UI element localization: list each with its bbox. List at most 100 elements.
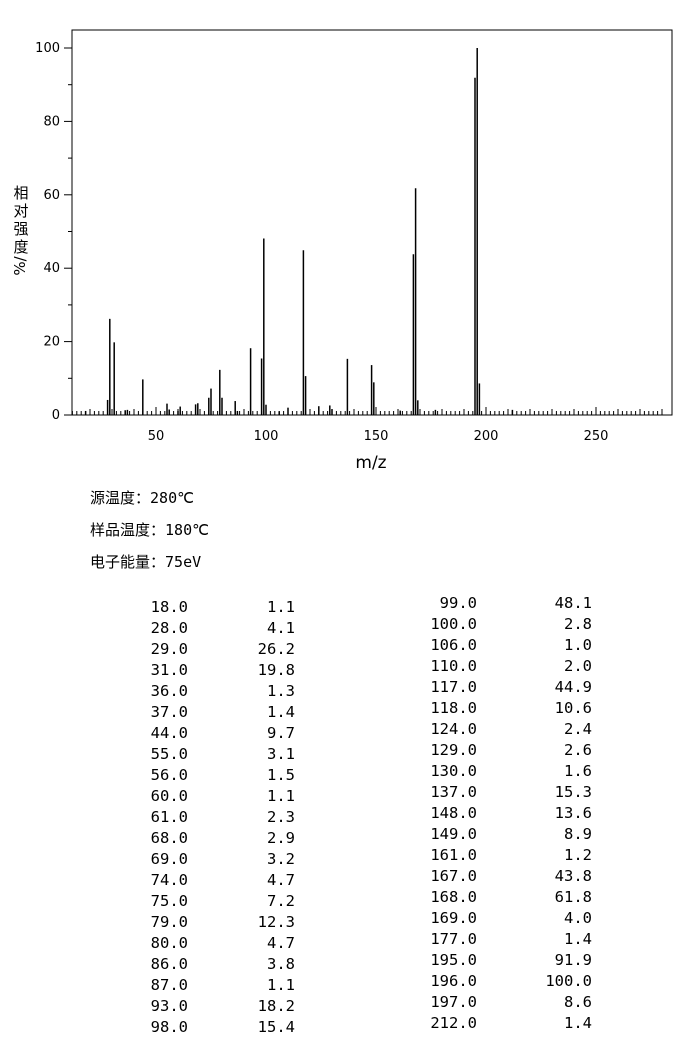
mz-value: 69.0 [150, 850, 188, 868]
mz-value: 117.0 [430, 678, 477, 696]
table-row: 98.0 15.4 [110, 1017, 295, 1038]
condition-line: 样品温度：180℃ [90, 519, 209, 540]
mz-value: 18.0 [150, 598, 188, 616]
table-row: 196.0 100.0 [400, 971, 592, 992]
abundance-value: 4.0 [564, 909, 592, 927]
table-row: 161.0 1.2 [400, 845, 592, 866]
table-row: 44.0 9.7 [110, 723, 295, 744]
table-row: 74.0 4.7 [110, 870, 295, 891]
condition-value: 75eV [165, 553, 202, 571]
x-tick-label: 250 [584, 429, 609, 444]
table-row: 195.0 91.9 [400, 950, 592, 971]
table-row: 31.0 19.8 [110, 660, 295, 681]
abundance-value: 2.9 [267, 829, 295, 847]
table-row: 60.0 1.1 [110, 786, 295, 807]
mz-value: 55.0 [150, 745, 188, 763]
abundance-value: 7.2 [267, 892, 295, 910]
condition-label: 电子能量： [90, 553, 166, 571]
mz-value: 168.0 [430, 888, 477, 906]
abundance-value: 3.1 [267, 745, 295, 763]
abundance-value: 8.9 [564, 825, 592, 843]
abundance-value: 1.3 [267, 682, 295, 700]
table-row: 117.0 44.9 [400, 677, 592, 698]
mz-value: 37.0 [150, 703, 188, 721]
mz-value: 149.0 [430, 825, 477, 843]
condition-value: 280℃ [150, 489, 194, 507]
table-row: 80.0 4.7 [110, 933, 295, 954]
mz-value: 60.0 [150, 787, 188, 805]
condition-label: 源温度： [90, 489, 151, 507]
abundance-value: 15.4 [257, 1018, 295, 1036]
mz-value: 148.0 [430, 804, 477, 822]
peak-table-left: 18.0 1.1 28.0 4.1 29.0 26.2 31.0 19.8 36.0 1.3 37.… [110, 597, 295, 1038]
abundance-value: 44.9 [554, 678, 592, 696]
abundance-value: 2.4 [564, 720, 592, 738]
table-row: 36.0 1.3 [110, 681, 295, 702]
abundance-value: 4.7 [267, 871, 295, 889]
abundance-value: 10.6 [554, 699, 592, 717]
abundance-value: 2.3 [267, 808, 295, 826]
table-row: 148.0 13.6 [400, 803, 592, 824]
table-row: 137.0 15.3 [400, 782, 592, 803]
y-axis: 0 20 40 60 80 100 [35, 41, 72, 423]
condition-line: 源温度：280℃ [90, 487, 194, 508]
y-tick-label: 80 [43, 114, 60, 129]
mz-value: 93.0 [150, 997, 188, 1015]
mz-value: 29.0 [150, 640, 188, 658]
mz-value: 87.0 [150, 976, 188, 994]
mz-value: 196.0 [430, 972, 477, 990]
x-axis: 50 100 150 200 250 [71, 407, 663, 444]
abundance-value: 19.8 [257, 661, 295, 679]
mz-value: 195.0 [430, 951, 477, 969]
mz-value: 61.0 [150, 808, 188, 826]
abundance-value: 1.6 [564, 762, 592, 780]
mz-value: 79.0 [150, 913, 188, 931]
mz-value: 124.0 [430, 720, 477, 738]
y-axis-title-char: 强 [13, 220, 28, 238]
abundance-value: 13.6 [554, 804, 592, 822]
y-tick-label: 20 [43, 335, 60, 350]
mz-value: 44.0 [150, 724, 188, 742]
table-row: 106.0 1.0 [400, 635, 592, 656]
abundance-value: 8.6 [564, 993, 592, 1011]
mz-value: 28.0 [150, 619, 188, 637]
table-row: 68.0 2.9 [110, 828, 295, 849]
table-row: 130.0 1.6 [400, 761, 592, 782]
abundance-value: 1.1 [267, 787, 295, 805]
abundance-value: 9.7 [267, 724, 295, 742]
abundance-value: 1.4 [564, 930, 592, 948]
table-row: 99.0 48.1 [400, 593, 592, 614]
mz-value: 80.0 [150, 934, 188, 952]
mz-value: 161.0 [430, 846, 477, 864]
mz-value: 68.0 [150, 829, 188, 847]
abundance-value: 48.1 [554, 594, 592, 612]
x-tick-label: 150 [364, 429, 389, 444]
table-row: 56.0 1.5 [110, 765, 295, 786]
mz-value: 106.0 [430, 636, 477, 654]
mz-value: 130.0 [430, 762, 477, 780]
table-row: 118.0 10.6 [400, 698, 592, 719]
table-row: 87.0 1.1 [110, 975, 295, 996]
abundance-value: 1.1 [267, 976, 295, 994]
abundance-value: 91.9 [554, 951, 592, 969]
x-tick-label: 200 [474, 429, 499, 444]
table-row: 37.0 1.4 [110, 702, 295, 723]
abundance-value: 100.0 [545, 972, 592, 990]
mz-value: 177.0 [430, 930, 477, 948]
condition-label: 样品温度： [90, 521, 166, 539]
abundance-value: 26.2 [257, 640, 295, 658]
x-tick-label: 50 [148, 429, 165, 444]
table-row: 169.0 4.0 [400, 908, 592, 929]
table-row: 93.0 18.2 [110, 996, 295, 1017]
abundance-value: 1.5 [267, 766, 295, 784]
table-row: 168.0 61.8 [400, 887, 592, 908]
y-tick-label: 40 [43, 261, 60, 276]
y-axis-title-char: 对 [13, 202, 28, 220]
mz-value: 167.0 [430, 867, 477, 885]
table-row: 129.0 2.6 [400, 740, 592, 761]
abundance-value: 18.2 [257, 997, 295, 1015]
peak-bars [84, 48, 514, 415]
table-row: 212.0 1.4 [400, 1013, 592, 1034]
mz-value: 169.0 [430, 909, 477, 927]
